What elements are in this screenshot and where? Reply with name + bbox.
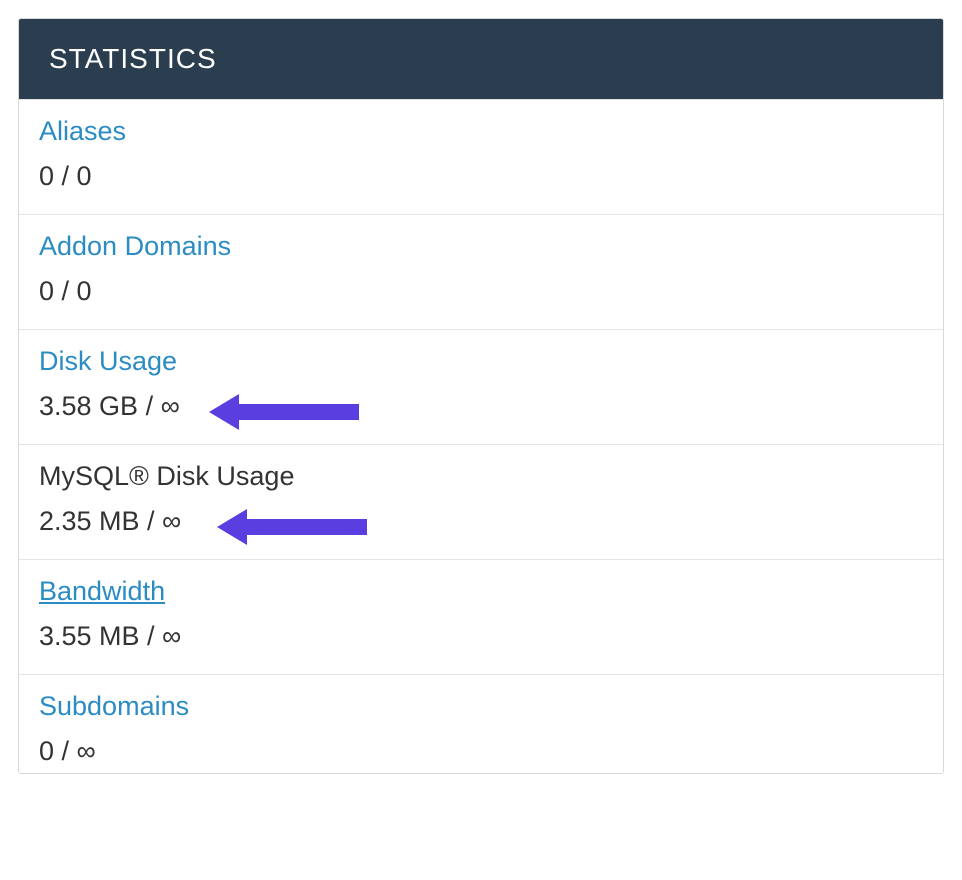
stat-value-addon-domains: 0 / 0 — [39, 276, 923, 307]
panel-title: STATISTICS — [49, 43, 217, 74]
stat-label-mysql-disk-usage: MySQL® Disk Usage — [39, 461, 294, 492]
stat-label-aliases[interactable]: Aliases — [39, 116, 126, 147]
stat-label-bandwidth[interactable]: Bandwidth — [39, 576, 165, 607]
panel-header: STATISTICS — [19, 19, 943, 99]
arrow-head-icon — [209, 394, 239, 430]
stat-value-disk-usage: 3.58 GB / ∞ — [39, 391, 923, 422]
arrow-head-icon — [217, 509, 247, 545]
stat-label-disk-usage[interactable]: Disk Usage — [39, 346, 177, 377]
arrow-icon — [217, 509, 367, 545]
stat-row-bandwidth: Bandwidth 3.55 MB / ∞ — [19, 559, 943, 674]
stat-label-addon-domains[interactable]: Addon Domains — [39, 231, 231, 262]
stat-value-bandwidth: 3.55 MB / ∞ — [39, 621, 923, 652]
arrow-shaft-icon — [239, 404, 359, 420]
stat-value-aliases: 0 / 0 — [39, 161, 923, 192]
stat-value-subdomains: 0 / ∞ — [39, 736, 923, 767]
stat-row-aliases: Aliases 0 / 0 — [19, 99, 943, 214]
arrow-shaft-icon — [247, 519, 367, 535]
stat-label-subdomains[interactable]: Subdomains — [39, 691, 189, 722]
stat-row-disk-usage: Disk Usage 3.58 GB / ∞ — [19, 329, 943, 444]
stat-row-addon-domains: Addon Domains 0 / 0 — [19, 214, 943, 329]
stat-row-subdomains: Subdomains 0 / ∞ — [19, 674, 943, 773]
stat-row-mysql-disk-usage: MySQL® Disk Usage 2.35 MB / ∞ — [19, 444, 943, 559]
stat-value-mysql-disk-usage: 2.35 MB / ∞ — [39, 506, 923, 537]
statistics-panel: STATISTICS Aliases 0 / 0 Addon Domains 0… — [18, 18, 944, 774]
arrow-icon — [209, 394, 359, 430]
